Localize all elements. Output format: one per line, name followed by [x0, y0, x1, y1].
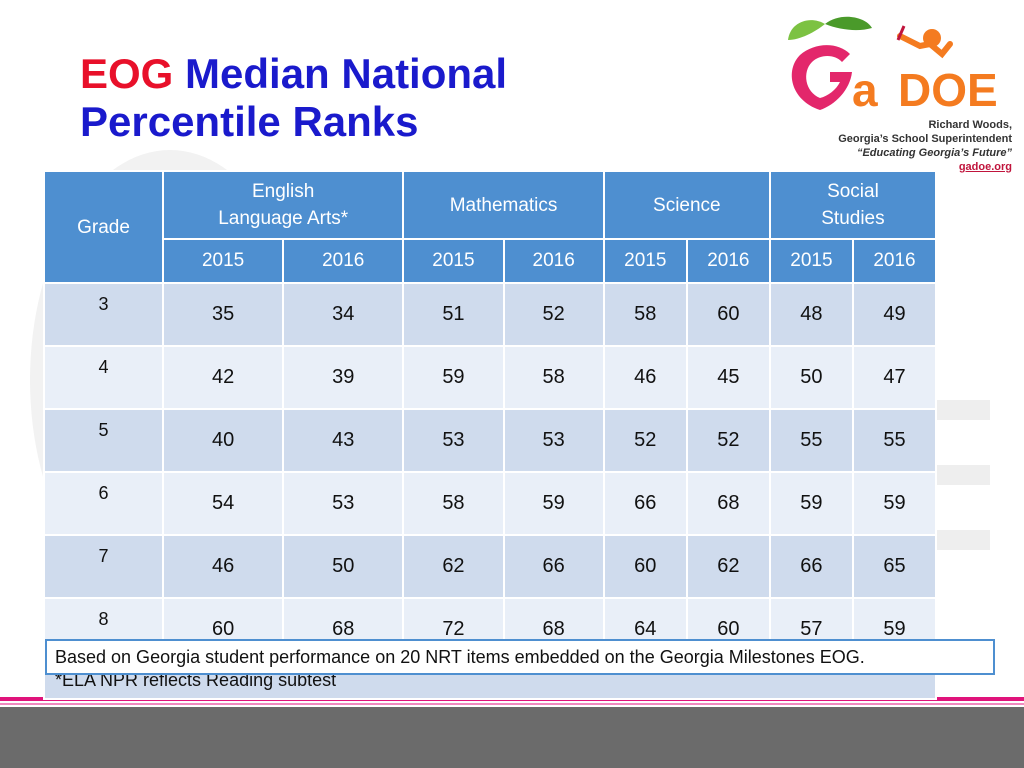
table-row: 7 46 50 62 66 60 62 66 65	[43, 534, 938, 599]
footer-accent-line-thin	[0, 703, 1024, 705]
year-header-row: 2015 2016 2015 2016 2015 2016 2015 2016	[44, 238, 938, 284]
svg-text:DOE: DOE	[898, 64, 998, 116]
value-cell: 43	[282, 408, 405, 473]
footer-bar	[0, 707, 1024, 768]
grade-cell: 4	[43, 345, 164, 410]
value-cell: 53	[282, 471, 405, 536]
value-cell: 45	[685, 345, 771, 410]
value-cell: 46	[161, 534, 285, 599]
svg-text:a: a	[852, 64, 878, 116]
value-cell: 60	[602, 534, 688, 599]
table-row: 3 35 34 51 52 58 60 48 49	[43, 282, 938, 347]
year-header: 2015	[602, 238, 688, 284]
grade-cell: 6	[43, 471, 164, 536]
value-cell: 48	[768, 282, 854, 347]
value-cell: 39	[282, 345, 405, 410]
subject-line1: Science	[653, 194, 721, 216]
value-cell: 66	[768, 534, 854, 599]
year-header: 2016	[685, 238, 771, 284]
value-cell: 47	[851, 345, 938, 410]
subject-line2: Language Arts*	[218, 208, 349, 229]
table-row: 6 54 53 58 59 66 68 59 59	[43, 471, 938, 536]
value-cell: 59	[502, 471, 605, 536]
subject-line2: Studies	[821, 208, 885, 229]
source-note: Based on Georgia student performance on …	[45, 639, 995, 675]
subject-header-math: Mathematics	[402, 170, 605, 240]
year-header: 2015	[768, 238, 854, 284]
value-cell: 50	[282, 534, 405, 599]
value-cell: 58	[602, 282, 688, 347]
value-cell: 66	[502, 534, 605, 599]
table-body: 3 35 34 51 52 58 60 48 49 4 42 39 59 58 46 45 50 47 5 40 43 5…	[43, 282, 938, 700]
value-cell: 53	[402, 408, 505, 473]
value-cell: 55	[768, 408, 854, 473]
title-line2: Percentile Ranks	[80, 98, 419, 145]
value-cell: 54	[161, 471, 285, 536]
value-cell: 34	[282, 282, 405, 347]
table-row: 5 40 43 53 53 52 52 55 55	[43, 408, 938, 473]
value-cell: 52	[685, 408, 771, 473]
grade-header: Grade	[43, 170, 164, 284]
year-header: 2015	[402, 238, 505, 284]
credit-name: Richard Woods,	[928, 119, 1012, 131]
percentile-table: Grade English Language Arts* Mathematics…	[43, 170, 938, 700]
grade-cell: 3	[43, 282, 164, 347]
footer-accent-line	[0, 697, 1024, 701]
value-cell: 58	[402, 471, 505, 536]
value-cell: 42	[161, 345, 285, 410]
value-cell: 59	[402, 345, 505, 410]
grade-cell: 7	[43, 534, 164, 599]
subject-header-social-studies: Social Studies	[768, 170, 938, 240]
year-header: 2016	[851, 238, 938, 284]
value-cell: 55	[851, 408, 938, 473]
gadoe-logo-graphic: a DOE	[788, 16, 998, 116]
gadoe-logo: a DOE	[780, 10, 1020, 120]
superintendent-credit: Richard Woods, Georgia’s School Superint…	[838, 118, 1012, 174]
value-cell: 52	[502, 282, 605, 347]
value-cell: 50	[768, 345, 854, 410]
value-cell: 65	[851, 534, 938, 599]
value-cell: 62	[402, 534, 505, 599]
watermark-letter	[930, 400, 990, 550]
value-cell: 59	[851, 471, 938, 536]
year-header: 2016	[502, 238, 605, 284]
value-cell: 68	[685, 471, 771, 536]
credit-url-link[interactable]: gadoe.org	[958, 161, 1012, 173]
value-cell: 46	[602, 345, 688, 410]
credit-motto: “Educating Georgia’s Future”	[856, 147, 1012, 159]
value-cell: 59	[768, 471, 854, 536]
subject-line1: English	[252, 181, 315, 202]
page-title: EOG Median National Percentile Ranks	[80, 50, 507, 146]
year-header: 2016	[282, 238, 405, 284]
year-header: 2015	[161, 238, 285, 284]
credit-role: Georgia’s School Superintendent	[838, 133, 1012, 145]
value-cell: 53	[502, 408, 605, 473]
subject-line1: Social	[827, 181, 879, 202]
value-cell: 40	[161, 408, 285, 473]
value-cell: 58	[502, 345, 605, 410]
value-cell: 49	[851, 282, 938, 347]
title-line1: Median National	[185, 50, 508, 97]
subject-header-row: Grade English Language Arts* Mathematics…	[43, 170, 938, 284]
value-cell: 52	[602, 408, 688, 473]
subject-line1: Mathematics	[449, 194, 558, 216]
value-cell: 35	[161, 282, 285, 347]
subject-header-ela: English Language Arts*	[161, 170, 405, 240]
table-row: 4 42 39 59 58 46 45 50 47	[43, 345, 938, 410]
value-cell: 66	[602, 471, 688, 536]
grade-cell: 5	[43, 408, 164, 473]
value-cell: 51	[402, 282, 505, 347]
title-prefix: EOG	[80, 50, 174, 97]
subject-header-science: Science	[602, 170, 771, 240]
value-cell: 62	[685, 534, 771, 599]
value-cell: 60	[685, 282, 771, 347]
